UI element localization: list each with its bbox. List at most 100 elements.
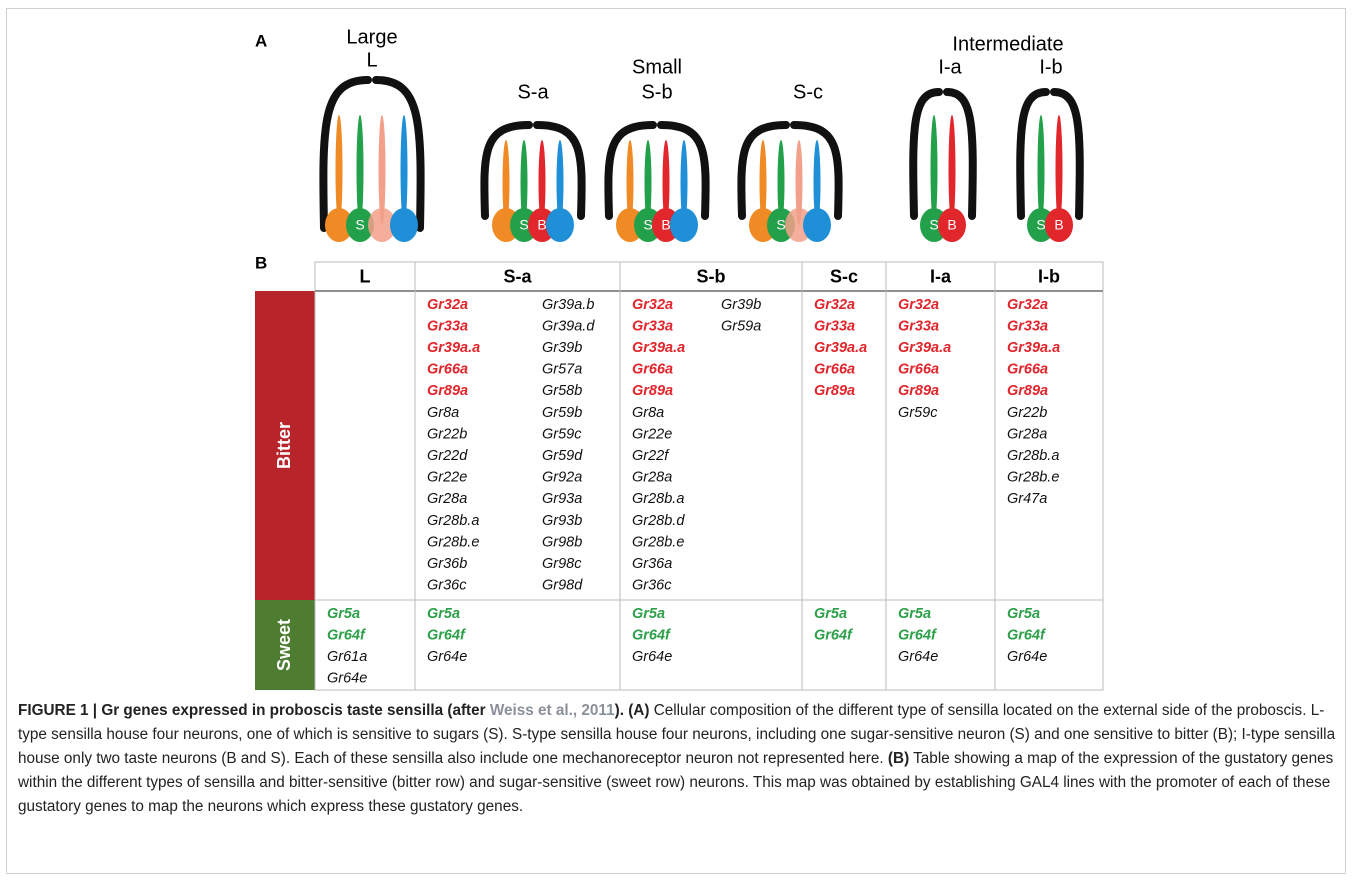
gene: Gr32a [814,297,855,313]
gene: Gr98b [542,534,582,550]
gene: Gr64e [427,649,467,665]
gene: Gr28b.e [632,534,684,550]
gene: Gr61a [327,649,367,665]
sensillum-wall [533,121,586,220]
column-header: S-b [697,266,726,286]
sensillum-label: I-b [1039,56,1062,78]
dendrite [680,140,688,225]
gene: Gr22b [1007,405,1047,421]
gene: Gr66a [814,362,855,378]
column-header: I-b [1038,266,1060,286]
table-header [314,261,1104,292]
dendrite [556,140,564,225]
sensillum-wall [790,121,843,220]
dendrite [644,140,652,225]
gene: Gr8a [427,405,459,421]
gene: Gr5a [632,606,665,622]
caption-text: Cellular composition of the different ty… [18,702,1336,767]
gene: Gr66a [898,362,939,378]
gene: Gr28b.d [632,513,685,529]
neuron-body [368,208,396,242]
gene: Gr33a [1007,318,1048,334]
gene: Gr64f [632,627,672,643]
gene: Gr5a [814,606,847,622]
dendrite [1037,115,1045,225]
gene: Gr39a.a [632,340,685,356]
sensillum-wall [372,76,425,232]
sensillum-wall [909,88,943,220]
caption-title: FIGURE 1 | Gr genes expressed in probosc… [18,702,486,719]
gene: Gr66a [632,362,673,378]
gene: Gr39a.a [814,340,867,356]
gene: Gr57a [542,362,582,378]
row-border [314,290,1104,601]
gene: Gr36c [632,578,672,594]
dendrite [930,115,938,225]
gene: Gr64f [898,627,938,643]
neuron-label: S [776,217,785,233]
gene: Gr22b [427,426,467,442]
gene: Gr33a [427,318,468,334]
neuron-label: B [947,217,956,233]
group-label: Intermediate [952,33,1063,55]
gene: Gr39a.d [542,318,595,334]
gene: Gr22e [427,470,467,486]
gene: Gr28a [1007,426,1047,442]
gene: Gr59d [542,448,583,464]
sensillum-wall [737,121,790,220]
gene: Gr36c [427,578,467,594]
group-label: Small [632,56,682,78]
gene: Gr28b.e [1007,470,1059,486]
neuron-body [325,208,353,242]
gene: Gr28b.a [632,491,684,507]
dendrite [502,140,510,225]
gene: Gr89a [427,383,468,399]
panel-label: B [255,253,267,272]
column-header: S-a [503,266,532,286]
caption-text: Table showing a map of the expression of… [18,750,1334,815]
sensillum-wall [1016,88,1050,220]
sensillum-label: S-c [793,81,823,103]
citation[interactable]: Weiss et al., 2011 [489,702,615,719]
figure-frame [6,8,1346,874]
gene: Gr64f [427,627,467,643]
gene: Gr5a [427,606,460,622]
gene: Gr36a [632,556,672,572]
neuron-label: S [1036,217,1045,233]
row-label: Bitter [274,422,294,469]
sensillum-label: I-a [938,56,962,78]
dendrite [400,115,408,225]
gene: Gr93b [542,513,582,529]
row-label-cell [255,600,315,690]
gene: Gr39b [721,297,761,313]
gene: Gr89a [898,383,939,399]
dendrite [795,140,803,225]
neuron-body [670,208,698,242]
gene: Gr98c [542,556,582,572]
gene: Gr89a [814,383,855,399]
gene: Gr47a [1007,491,1047,507]
gene: Gr32a [632,297,673,313]
gene: Gr33a [632,318,673,334]
gene: Gr64f [327,627,367,643]
gene: Gr93a [542,491,582,507]
neuron-body [803,208,831,242]
panel-label: A [255,31,267,50]
neuron-label: S [355,217,364,233]
sensillum-label: S-b [641,81,672,103]
gene: Gr22d [427,448,468,464]
gene: Gr33a [814,318,855,334]
gene: Gr36b [427,556,467,572]
sensillum-label: L [366,49,377,71]
gene: Gr64e [1007,649,1047,665]
gene: Gr5a [327,606,360,622]
gene: Gr59b [542,405,582,421]
neuron-label: S [929,217,938,233]
dendrite [538,140,546,225]
neuron-label: B [661,217,670,233]
neuron-body [390,208,418,242]
gene: Gr98d [542,578,583,594]
gene: Gr32a [427,297,468,313]
dendrite [520,140,528,225]
gene: Gr59c [898,405,938,421]
